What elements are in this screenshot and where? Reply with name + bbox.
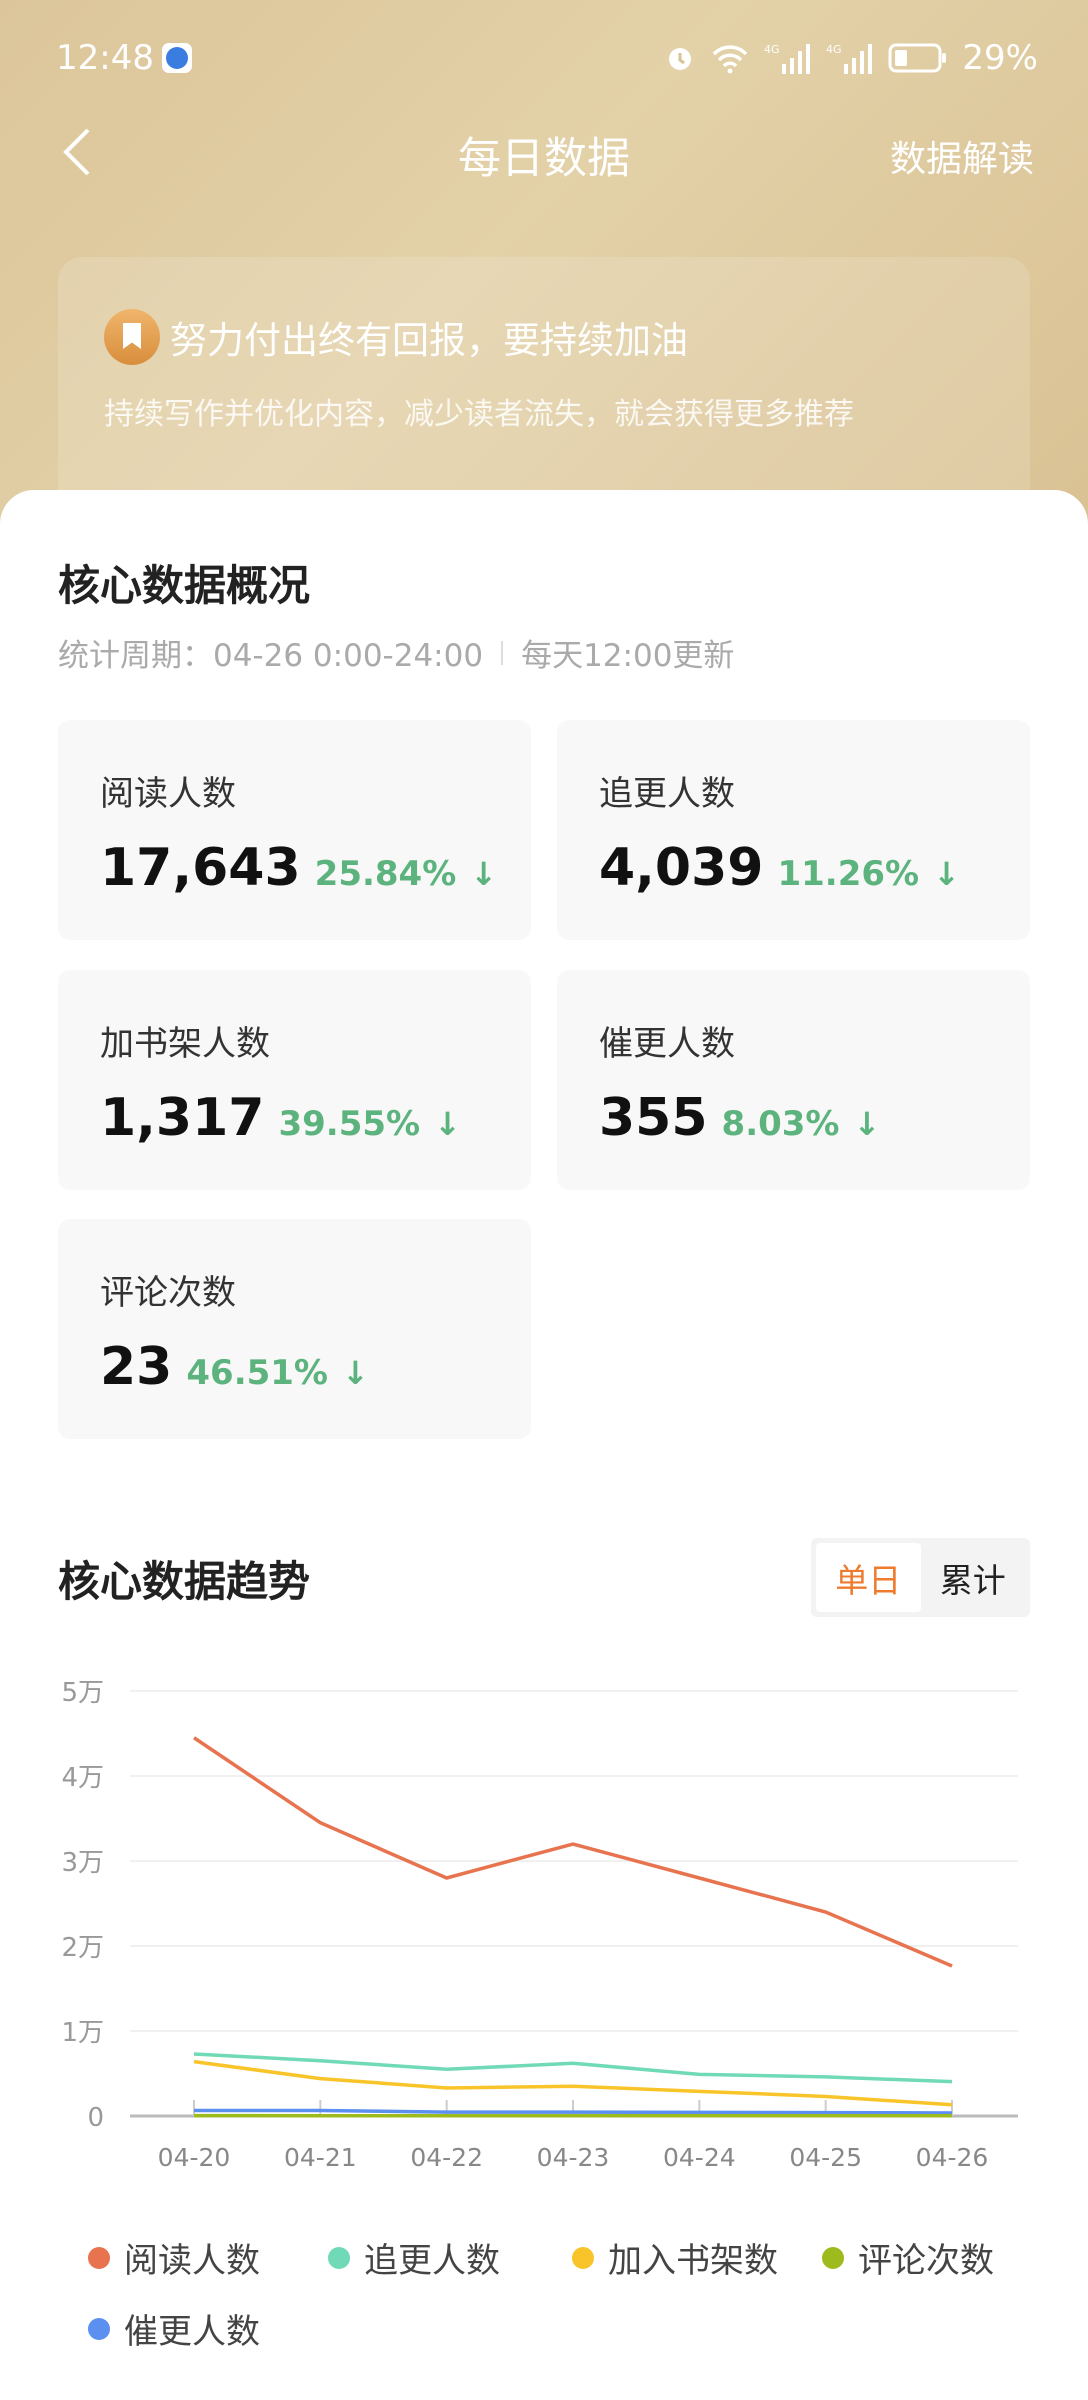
x-tick-label: 04-23	[537, 2143, 610, 2172]
legend-label: 阅读人数	[124, 2241, 260, 2281]
app-notification-icon	[161, 43, 192, 73]
signal-icon: 4G	[764, 43, 811, 74]
period-text: 统计周期：04-26 0:00-24:00	[58, 638, 484, 674]
data-interpretation-link[interactable]: 数据解读	[889, 139, 1034, 180]
wifi-icon	[713, 45, 748, 74]
nav-bar: 每日数据 数据解读	[0, 120, 1088, 184]
x-tick-label: 04-20	[158, 2143, 231, 2172]
y-tick-label: 2万	[61, 1933, 104, 1963]
down-arrow-icon: ↓	[342, 1354, 369, 1392]
stat-period: 统计周期：04-26 0:00-24:00 每天12:00更新	[58, 630, 734, 675]
y-tick-label: 3万	[61, 1848, 104, 1878]
banner-subtitle: 持续写作并优化内容，减少读者流失，就会获得更多推荐	[104, 397, 854, 432]
metric-card: 阅读人数 17,643 25.84% ↓	[58, 720, 531, 940]
metric-label: 追更人数	[599, 774, 735, 814]
down-arrow-icon: ↓	[434, 1105, 461, 1143]
battery-level: 29%	[962, 38, 1038, 78]
banner-title: 努力付出终有回报，要持续加油	[170, 319, 688, 362]
back-icon[interactable]	[58, 126, 98, 178]
trend-title: 核心数据趋势	[58, 1557, 311, 1606]
metric-change: 46.51%	[186, 1353, 328, 1393]
toggle-cumulative[interactable]: 累计	[939, 1560, 1006, 1600]
legend-item[interactable]: 催更人数	[88, 2304, 260, 2353]
y-tick-label: 4万	[61, 1763, 104, 1793]
metric-card: 评论次数 23 46.51% ↓	[58, 1219, 531, 1439]
battery-icon	[888, 43, 947, 73]
x-tick-label: 04-25	[789, 2143, 862, 2172]
metric-value: 355	[599, 1088, 708, 1148]
update-text: 每天12:00更新	[521, 638, 735, 674]
signal-icon-2: 4G	[826, 43, 873, 74]
svg-text:4G: 4G	[764, 43, 780, 56]
metric-change: 11.26%	[777, 854, 920, 894]
metric-card: 追更人数 4,039 11.26% ↓	[557, 720, 1030, 940]
y-tick-label: 5万	[61, 1678, 104, 1708]
metric-value: 1,317	[100, 1088, 265, 1148]
toggle-daily[interactable]: 单日	[816, 1543, 921, 1612]
divider	[501, 640, 504, 665]
x-tick-label: 04-26	[916, 2143, 989, 2172]
down-arrow-icon: ↓	[470, 855, 498, 893]
series-line-追更人数	[193, 2052, 953, 2084]
legend-label: 追更人数	[364, 2241, 500, 2281]
series-line-阅读人数	[193, 1736, 953, 1968]
legend-dot-icon	[88, 2246, 110, 2269]
legend-label: 催更人数	[124, 2312, 260, 2352]
metric-card: 催更人数 355 8.03% ↓	[557, 970, 1030, 1190]
metric-change: 39.55%	[278, 1104, 421, 1144]
status-time: 12:48	[56, 38, 154, 78]
legend-label: 加入书架数	[608, 2241, 778, 2281]
metric-value: 17,643	[100, 838, 301, 898]
status-bar: 12:48 4G 4G 29%	[56, 34, 1038, 82]
legend-item[interactable]: 加入书架数	[572, 2233, 778, 2282]
legend-dot-icon	[822, 2246, 844, 2269]
bookmark-medal-icon	[104, 309, 160, 365]
svg-text:4G: 4G	[826, 43, 842, 56]
metric-change: 25.84%	[314, 854, 457, 894]
x-tick-label: 04-21	[284, 2143, 357, 2172]
header-background: 12:48 4G 4G 29% 每日数据 数据解读 努力付出终有回报，要持续加油…	[0, 0, 1088, 560]
period-toggle: 单日 累计	[811, 1538, 1030, 1617]
y-tick-label: 1万	[61, 2018, 104, 2048]
metric-change: 8.03%	[721, 1104, 840, 1144]
down-arrow-icon: ↓	[933, 855, 960, 893]
legend-dot-icon	[88, 2317, 110, 2340]
down-arrow-icon: ↓	[853, 1105, 881, 1143]
legend-label: 评论次数	[858, 2241, 994, 2281]
legend-item[interactable]: 追更人数	[328, 2233, 500, 2282]
y-tick-label: 0	[87, 2103, 104, 2133]
overview-title: 核心数据概况	[58, 561, 311, 610]
legend-item[interactable]: 阅读人数	[88, 2233, 260, 2282]
metric-card: 加书架人数 1,317 39.55% ↓	[58, 970, 531, 1190]
legend-dot-icon	[572, 2246, 594, 2269]
x-tick-label: 04-24	[663, 2143, 736, 2172]
series-line-催更人数	[194, 2108, 953, 2115]
page-title: 每日数据	[458, 134, 630, 184]
series-line-加入书架数	[193, 2059, 953, 2107]
metric-label: 阅读人数	[100, 774, 236, 814]
metric-label: 催更人数	[599, 1024, 735, 1064]
metric-value: 4,039	[599, 838, 764, 898]
metric-value: 23	[100, 1337, 173, 1397]
metric-label: 加书架人数	[100, 1024, 270, 1064]
metric-label: 评论次数	[100, 1273, 236, 1313]
legend-item[interactable]: 评论次数	[822, 2233, 994, 2282]
alarm-icon	[669, 48, 692, 70]
legend-dot-icon	[328, 2246, 350, 2269]
x-tick-label: 04-22	[410, 2143, 483, 2172]
